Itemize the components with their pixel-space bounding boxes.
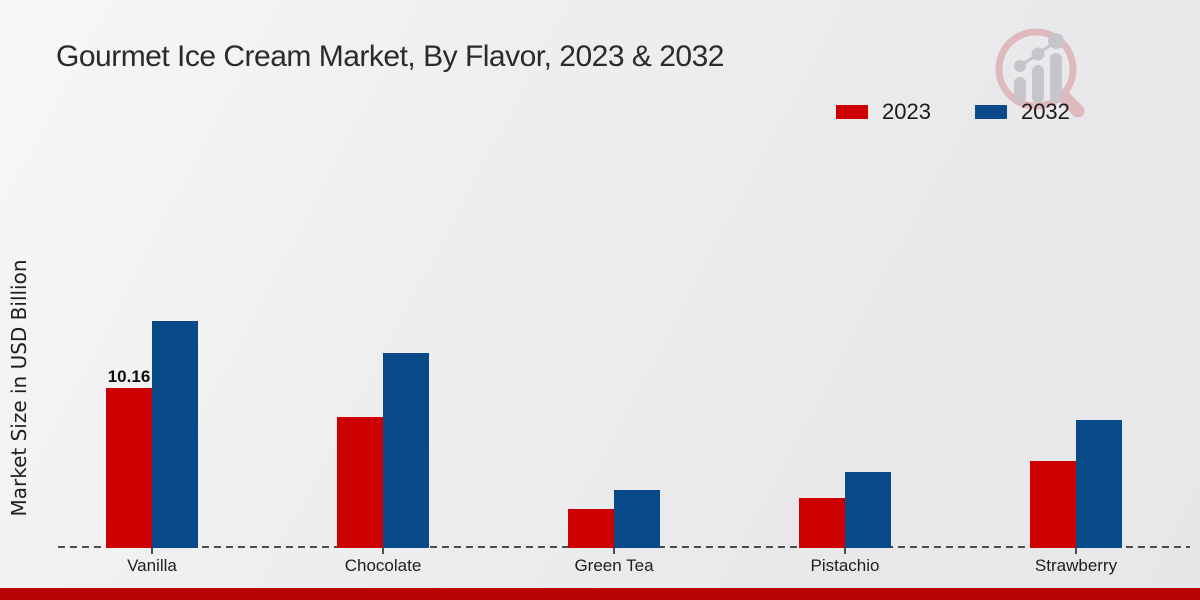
bar-2032-chocolate: [383, 353, 429, 548]
legend-swatch-2032: [974, 105, 1007, 119]
axis-tick-chocolate: [382, 548, 384, 554]
axis-tick-vanilla: [151, 548, 153, 554]
category-label-vanilla: Vanilla: [127, 556, 177, 575]
category-label-strawberry: Strawberry: [1034, 556, 1118, 575]
footer-accent-bar: [0, 588, 1200, 600]
legend-item-2032: 2032: [974, 99, 1070, 124]
bar-2023-green-tea: [568, 509, 614, 548]
category-label-chocolate: Chocolate: [344, 556, 422, 575]
legend-label-2023: 2023: [882, 99, 931, 124]
bar-2023-strawberry: [1030, 461, 1076, 548]
category-label-pistachio: Pistachio: [810, 556, 880, 575]
axis-tick-green-tea: [613, 548, 615, 554]
data-label-10.16: 10.16: [107, 367, 151, 386]
magnifier-growth-logo-icon: [995, 28, 1085, 118]
axis-tick-strawberry: [1075, 548, 1077, 554]
chart-title: Gourmet Ice Cream Market, By Flavor, 202…: [56, 40, 724, 73]
bar-2023-vanilla: [106, 388, 152, 548]
bar-2032-pistachio: [845, 472, 891, 548]
legend-item-2023: 2023: [836, 101, 931, 123]
bar-2032-strawberry: [1076, 420, 1122, 548]
legend-label-2032: 2032: [1020, 99, 1070, 124]
category-label-green-tea: Green Tea: [574, 556, 654, 575]
bar-2032-green-tea: [614, 490, 660, 548]
y-axis-label: Market Size in USD Billion: [7, 259, 31, 517]
bar-2023-chocolate: [337, 417, 383, 548]
axis-tick-pistachio: [844, 548, 846, 554]
legend-swatch-2023: [836, 105, 868, 119]
bar-2032-vanilla: [152, 321, 198, 548]
bar-2023-pistachio: [799, 498, 845, 548]
legend: 2023 2032: [836, 101, 1070, 123]
